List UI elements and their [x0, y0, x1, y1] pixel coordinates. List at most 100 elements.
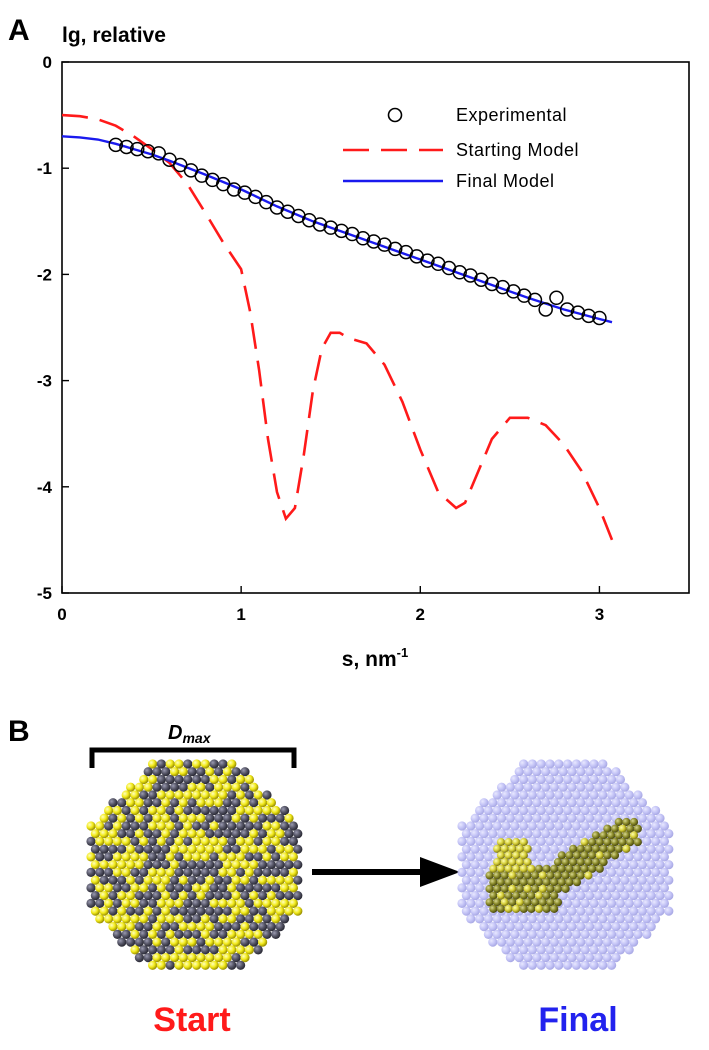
ghost-bead [527, 914, 538, 924]
start-bead [218, 790, 228, 800]
start-bead [231, 922, 241, 932]
experimental-point [484, 276, 500, 292]
ghost-bead [554, 929, 564, 940]
ghost-bead [598, 790, 608, 800]
ghost-bead [593, 953, 604, 963]
legend: Experimental Starting Model Final Model [343, 105, 579, 191]
start-bead [165, 821, 175, 831]
start-bead [178, 767, 188, 777]
ghost-bead [576, 829, 586, 839]
start-bead [104, 914, 114, 924]
start-bead [86, 836, 96, 847]
start-bead [275, 922, 285, 932]
start-bead [170, 782, 180, 792]
final-bead [618, 838, 627, 847]
experimental-point [226, 182, 242, 197]
start-bead [222, 860, 232, 870]
start-bead [249, 937, 259, 947]
final-bead [519, 864, 528, 873]
start-bead [170, 860, 180, 870]
final-bead [527, 904, 536, 914]
ghost-bead [593, 906, 604, 916]
start-bead [209, 883, 219, 893]
final-bead [569, 858, 578, 867]
start-bead [174, 774, 184, 785]
final-bead [599, 858, 608, 867]
start-bead [170, 906, 180, 916]
ghost-bead [598, 914, 608, 924]
ghost-bead [470, 875, 480, 885]
ghost-bead [501, 790, 511, 800]
final-bead [595, 851, 604, 860]
ghost-bead [497, 782, 507, 792]
ghost-bead [651, 821, 661, 831]
start-bead [275, 813, 285, 823]
start-bead [196, 798, 206, 808]
ghost-bead [571, 914, 582, 924]
start-bead [288, 867, 298, 878]
start-bead [178, 813, 188, 823]
start-bead [152, 937, 162, 947]
ghost-bead [466, 883, 476, 893]
ghost-bead [651, 914, 661, 924]
final-bead [572, 864, 582, 873]
start-bead [222, 829, 232, 839]
ghost-bead [563, 945, 573, 955]
start-bead [196, 891, 206, 901]
ghost-bead [554, 790, 564, 800]
start-bead [161, 798, 171, 808]
ghost-bead [611, 860, 621, 870]
panel-b-letter: B [8, 715, 30, 748]
ghost-bead [558, 891, 568, 901]
start-bead [143, 906, 153, 916]
start-bead [214, 875, 224, 885]
start-bead [156, 898, 166, 909]
start-bead [174, 883, 184, 893]
start-bead [240, 860, 250, 870]
ghost-bead [602, 875, 612, 885]
ghost-bead [580, 883, 590, 893]
start-bead [152, 813, 162, 823]
start-bead [253, 836, 263, 847]
ghost-bead [571, 945, 582, 955]
ghost-bead [541, 922, 551, 932]
ghost-bead [492, 929, 502, 940]
ghost-bead [567, 891, 577, 901]
final-bead [515, 858, 525, 867]
start-bead [227, 852, 237, 862]
final-bead [576, 844, 585, 853]
x-axis-label: s, nm-1 [342, 645, 408, 671]
final-bead [508, 871, 517, 880]
ghost-bead [505, 829, 515, 839]
start-bead [121, 883, 131, 893]
ghost-bead [585, 767, 595, 777]
start-bead [288, 836, 298, 847]
start-bead [126, 891, 136, 901]
ghost-bead [571, 774, 582, 785]
ghost-bead [585, 953, 595, 963]
ghost-bead [461, 860, 471, 870]
final-bead [542, 878, 551, 887]
start-bead [99, 860, 109, 870]
start-bead [271, 898, 281, 909]
start-bead [108, 875, 118, 885]
ghost-bead [624, 914, 634, 924]
ghost-bead [519, 805, 529, 816]
start-bead [121, 898, 131, 909]
start-bead [178, 937, 188, 947]
start-bead [130, 867, 140, 878]
start-bead [174, 805, 184, 816]
start-bead [130, 914, 140, 924]
start-bead [205, 813, 215, 823]
start-bead [130, 945, 140, 955]
ghost-bead [510, 774, 520, 785]
start-bead [143, 891, 153, 901]
start-bead [205, 767, 215, 777]
start-bead [266, 906, 276, 916]
start-bead-model [86, 759, 303, 970]
start-bead [192, 914, 202, 924]
ghost-bead [571, 759, 582, 769]
start-bead [227, 821, 237, 831]
final-bead [614, 817, 623, 827]
start-bead [134, 782, 144, 792]
